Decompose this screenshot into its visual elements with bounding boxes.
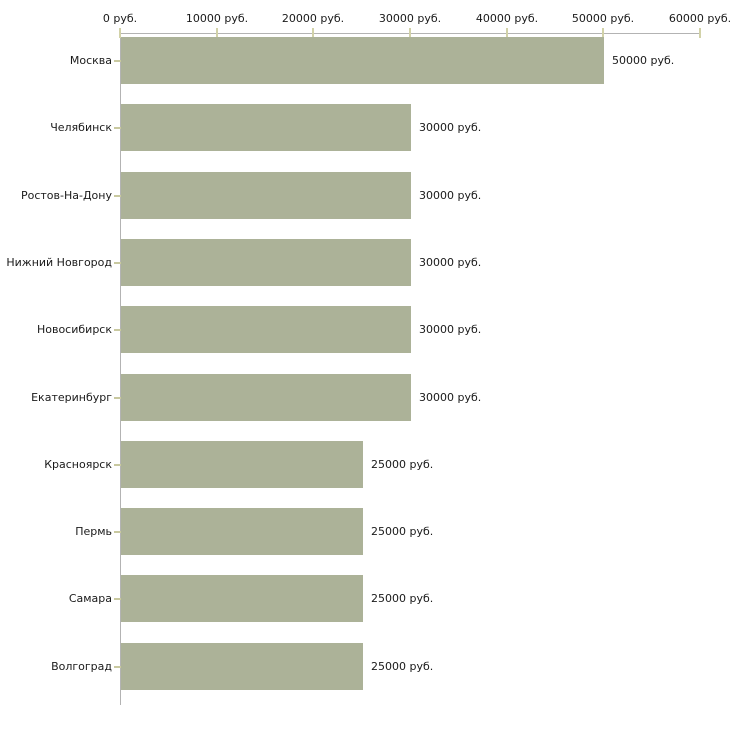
category-tick bbox=[114, 127, 121, 129]
category-label: Екатеринбург bbox=[31, 391, 112, 404]
category-tick bbox=[114, 262, 121, 264]
bar bbox=[121, 306, 411, 353]
bar bbox=[121, 172, 411, 219]
value-label: 30000 руб. bbox=[419, 391, 482, 404]
value-label: 25000 руб. bbox=[371, 458, 434, 471]
value-label: 50000 руб. bbox=[612, 54, 675, 67]
x-axis-tick bbox=[506, 28, 508, 38]
x-axis-tick-label: 60000 руб. bbox=[668, 12, 730, 25]
x-axis-tick-label: 50000 руб. bbox=[571, 12, 635, 25]
category-tick bbox=[114, 531, 121, 533]
bar bbox=[121, 575, 363, 622]
x-axis-tick bbox=[409, 28, 411, 38]
bar bbox=[121, 508, 363, 555]
x-axis-tick bbox=[119, 28, 121, 38]
value-label: 25000 руб. bbox=[371, 660, 434, 673]
category-tick bbox=[114, 464, 121, 466]
category-tick bbox=[114, 397, 121, 399]
x-axis-tick-label: 20000 руб. bbox=[281, 12, 345, 25]
x-axis-tick-label: 40000 руб. bbox=[475, 12, 539, 25]
x-axis-tick bbox=[216, 28, 218, 38]
value-label: 30000 руб. bbox=[419, 256, 482, 269]
category-label: Москва bbox=[69, 54, 112, 67]
x-axis-tick bbox=[602, 28, 604, 38]
category-label: Волгоград bbox=[51, 660, 112, 673]
category-label: Новосибирск bbox=[36, 323, 112, 336]
x-axis-tick-label: 30000 руб. bbox=[378, 12, 442, 25]
bar bbox=[121, 643, 363, 690]
bar bbox=[121, 441, 363, 488]
bar bbox=[121, 239, 411, 286]
category-tick bbox=[114, 195, 121, 197]
x-axis-tick bbox=[312, 28, 314, 38]
category-tick bbox=[114, 60, 121, 62]
category-label: Челябинск bbox=[50, 121, 112, 134]
category-label: Самара bbox=[68, 592, 112, 605]
category-tick bbox=[114, 598, 121, 600]
category-label: Пермь bbox=[75, 525, 112, 538]
value-label: 30000 руб. bbox=[419, 121, 482, 134]
bar bbox=[121, 104, 411, 151]
bar bbox=[121, 37, 604, 84]
x-axis-tick-label: 0 руб. bbox=[102, 12, 138, 25]
category-tick bbox=[114, 329, 121, 331]
category-tick bbox=[114, 666, 121, 668]
value-label: 25000 руб. bbox=[371, 525, 434, 538]
value-label: 30000 руб. bbox=[419, 323, 482, 336]
value-label: 25000 руб. bbox=[371, 592, 434, 605]
category-label: Красноярск bbox=[44, 458, 112, 471]
value-label: 30000 руб. bbox=[419, 189, 482, 202]
bar bbox=[121, 374, 411, 421]
y-axis-line bbox=[120, 33, 121, 705]
x-axis-tick-label: 10000 руб. bbox=[185, 12, 249, 25]
category-label: Ростов-На-Дону bbox=[20, 189, 112, 202]
x-axis-tick bbox=[699, 28, 701, 38]
category-label: Нижний Новгород bbox=[6, 256, 112, 269]
